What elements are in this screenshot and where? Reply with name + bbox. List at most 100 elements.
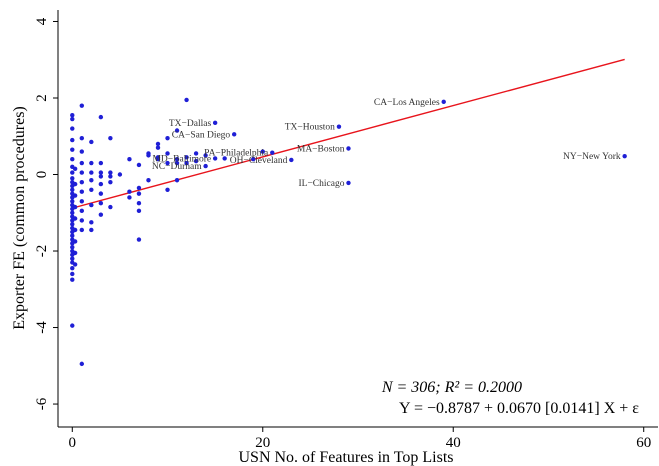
data-point [70, 187, 75, 193]
data-point [146, 178, 151, 183]
x-tick-label: 60 [636, 435, 651, 451]
data-point [72, 204, 78, 210]
data-point [98, 170, 104, 175]
data-point [72, 239, 78, 244]
data-point [79, 361, 85, 367]
x-tick-label: 0 [69, 435, 77, 451]
labeled-data-point [270, 150, 275, 155]
data-point [70, 210, 75, 215]
data-point [70, 147, 75, 152]
data-point [70, 323, 75, 328]
point-labels-group: CA−Los Angeles NY−New York TX−Houston MA−Bo… [152, 98, 621, 189]
data-point [89, 202, 94, 208]
data-point [70, 176, 75, 181]
data-point [70, 266, 75, 271]
data-point [72, 166, 78, 171]
data-point [89, 227, 94, 233]
data-point [89, 187, 94, 193]
labeled-data-point [289, 157, 294, 163]
data-point [136, 185, 142, 191]
labeled-data-point [203, 163, 208, 169]
data-point [79, 208, 85, 214]
point-label: OH−Cleveland [230, 156, 288, 166]
data-point [89, 220, 94, 225]
point-label: IL−Chicago [298, 179, 344, 189]
data-point [251, 157, 256, 162]
data-point [184, 155, 189, 160]
y-axis-title: Exporter FE (common procedures) [11, 106, 28, 329]
data-point [79, 135, 85, 141]
data-point [136, 162, 142, 168]
data-point [155, 145, 161, 150]
labeled-data-point [346, 146, 351, 151]
data-point [70, 170, 75, 175]
point-label: PA−Philadelphia [204, 149, 269, 159]
data-point [146, 153, 151, 158]
y-tick-label: -4 [34, 321, 50, 334]
data-point [165, 160, 170, 166]
data-point [70, 113, 75, 118]
data-point [174, 178, 180, 183]
point-label: NC−Durham [152, 162, 202, 172]
data-point [79, 149, 85, 154]
data-point [70, 157, 75, 162]
data-point [72, 250, 78, 256]
labeled-data-point [441, 99, 446, 105]
point-label: CA−San Diego [172, 130, 231, 140]
data-point [108, 204, 113, 210]
labeled-data-point [231, 132, 237, 137]
data-point [174, 128, 180, 133]
data-point [79, 170, 85, 175]
data-point [98, 212, 104, 217]
labeled-data-point [346, 180, 351, 186]
data-point [98, 181, 104, 187]
x-tick-label: 20 [255, 435, 270, 451]
data-point [70, 277, 75, 282]
data-point [193, 151, 199, 156]
point-label: TX−Dallas [169, 119, 212, 129]
data-point [79, 160, 85, 166]
data-point [72, 227, 78, 233]
data-point [72, 193, 78, 198]
fit-line [72, 58, 625, 209]
y-tick-label: -2 [34, 245, 50, 258]
y-tick-label: 2 [34, 94, 50, 102]
data-point [174, 160, 180, 166]
data-point [79, 179, 85, 185]
y-tick-label: 4 [34, 17, 50, 25]
data-point [98, 191, 104, 196]
labeled-data-point [336, 124, 342, 129]
points-group [70, 97, 627, 367]
data-point [127, 189, 132, 194]
data-point [70, 199, 75, 204]
data-point [98, 114, 104, 120]
data-point [70, 222, 75, 227]
point-label: TX−Houston [285, 123, 335, 133]
data-point [108, 179, 113, 185]
data-point [89, 170, 94, 175]
point-label: NY−New York [563, 152, 621, 162]
fit-line-group [72, 58, 625, 209]
data-point [89, 178, 94, 183]
x-axis-title: USN No. of Features in Top Lists [238, 449, 453, 466]
labeled-data-point [212, 156, 218, 161]
data-point [165, 135, 170, 141]
data-point [79, 218, 85, 223]
data-point [136, 208, 142, 214]
data-point [72, 181, 78, 187]
data-point [260, 149, 265, 154]
data-point [174, 157, 180, 162]
data-point [70, 233, 75, 238]
data-point [193, 158, 199, 164]
data-point [184, 160, 189, 166]
data-point [155, 141, 161, 147]
data-point [117, 172, 123, 177]
data-point [89, 139, 94, 145]
data-point [79, 199, 85, 204]
data-point [79, 227, 85, 233]
data-point [70, 256, 75, 261]
data-point [127, 157, 132, 162]
data-point [108, 174, 113, 179]
data-point [136, 191, 142, 196]
